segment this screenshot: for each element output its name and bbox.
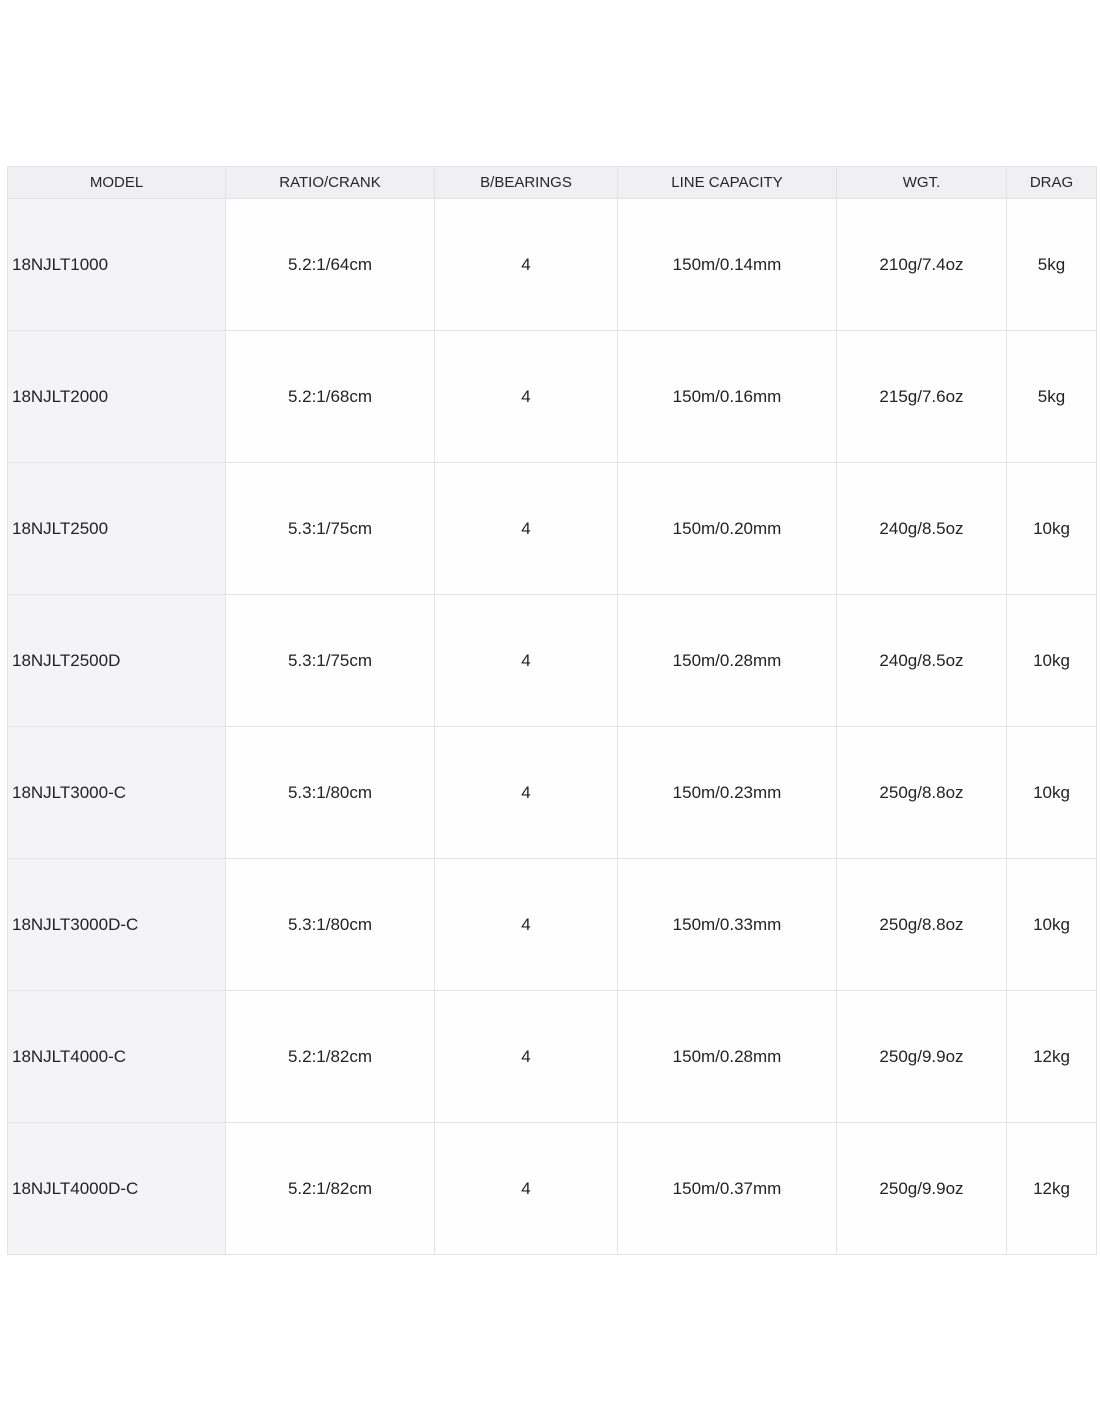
cell-bearings: 4 (434, 330, 618, 463)
cell-drag: 10kg (1006, 462, 1097, 595)
column-header-drag: DRAG (1006, 166, 1097, 199)
cell-bearings: 4 (434, 594, 618, 727)
cell-bearings: 4 (434, 726, 618, 859)
cell-model: 18NJLT2500D (7, 594, 226, 727)
cell-ratio-crank: 5.2:1/68cm (225, 330, 435, 463)
table-row: 18NJLT4000D-C 5.2:1/82cm 4 150m/0.37mm 2… (7, 1122, 1097, 1255)
cell-model: 18NJLT4000D-C (7, 1122, 226, 1255)
cell-bearings: 4 (434, 858, 618, 991)
cell-line-capacity: 150m/0.16mm (617, 330, 837, 463)
column-header-ratio-crank: RATIO/CRANK (225, 166, 435, 199)
table-row: 18NJLT4000-C 5.2:1/82cm 4 150m/0.28mm 25… (7, 990, 1097, 1123)
cell-model: 18NJLT1000 (7, 198, 226, 331)
reel-specs-table: MODEL RATIO/CRANK B/BEARINGS LINE CAPACI… (7, 166, 1097, 1255)
cell-bearings: 4 (434, 462, 618, 595)
cell-line-capacity: 150m/0.28mm (617, 594, 837, 727)
table-row: 18NJLT2500 5.3:1/75cm 4 150m/0.20mm 240g… (7, 462, 1097, 595)
cell-drag: 12kg (1006, 990, 1097, 1123)
column-header-bearings: B/BEARINGS (434, 166, 618, 199)
cell-drag: 12kg (1006, 1122, 1097, 1255)
cell-bearings: 4 (434, 198, 618, 331)
table-row: 18NJLT3000-C 5.3:1/80cm 4 150m/0.23mm 25… (7, 726, 1097, 859)
cell-drag: 10kg (1006, 858, 1097, 991)
cell-weight: 215g/7.6oz (836, 330, 1007, 463)
cell-drag: 10kg (1006, 594, 1097, 727)
cell-weight: 250g/8.8oz (836, 726, 1007, 859)
table-header-row: MODEL RATIO/CRANK B/BEARINGS LINE CAPACI… (7, 166, 1097, 199)
cell-line-capacity: 150m/0.20mm (617, 462, 837, 595)
cell-ratio-crank: 5.2:1/82cm (225, 1122, 435, 1255)
column-header-line-capacity: LINE CAPACITY (617, 166, 837, 199)
cell-model: 18NJLT2500 (7, 462, 226, 595)
table-row: 18NJLT3000D-C 5.3:1/80cm 4 150m/0.33mm 2… (7, 858, 1097, 991)
cell-weight: 250g/8.8oz (836, 858, 1007, 991)
column-header-weight: WGT. (836, 166, 1007, 199)
table-row: 18NJLT2500D 5.3:1/75cm 4 150m/0.28mm 240… (7, 594, 1097, 727)
cell-weight: 240g/8.5oz (836, 462, 1007, 595)
cell-ratio-crank: 5.3:1/80cm (225, 726, 435, 859)
cell-ratio-crank: 5.2:1/82cm (225, 990, 435, 1123)
cell-line-capacity: 150m/0.28mm (617, 990, 837, 1123)
column-header-model: MODEL (7, 166, 226, 199)
cell-weight: 250g/9.9oz (836, 1122, 1007, 1255)
cell-ratio-crank: 5.3:1/75cm (225, 594, 435, 727)
cell-line-capacity: 150m/0.33mm (617, 858, 837, 991)
cell-model: 18NJLT3000-C (7, 726, 226, 859)
cell-weight: 250g/9.9oz (836, 990, 1007, 1123)
cell-model: 18NJLT4000-C (7, 990, 226, 1123)
table-row: 18NJLT1000 5.2:1/64cm 4 150m/0.14mm 210g… (7, 198, 1097, 331)
cell-drag: 10kg (1006, 726, 1097, 859)
cell-ratio-crank: 5.3:1/75cm (225, 462, 435, 595)
cell-weight: 240g/8.5oz (836, 594, 1007, 727)
cell-model: 18NJLT2000 (7, 330, 226, 463)
cell-drag: 5kg (1006, 198, 1097, 331)
cell-weight: 210g/7.4oz (836, 198, 1007, 331)
cell-line-capacity: 150m/0.14mm (617, 198, 837, 331)
cell-bearings: 4 (434, 1122, 618, 1255)
table-row: 18NJLT2000 5.2:1/68cm 4 150m/0.16mm 215g… (7, 330, 1097, 463)
cell-model: 18NJLT3000D-C (7, 858, 226, 991)
table-body: 18NJLT1000 5.2:1/64cm 4 150m/0.14mm 210g… (7, 198, 1097, 1255)
cell-drag: 5kg (1006, 330, 1097, 463)
cell-line-capacity: 150m/0.37mm (617, 1122, 837, 1255)
cell-ratio-crank: 5.3:1/80cm (225, 858, 435, 991)
cell-ratio-crank: 5.2:1/64cm (225, 198, 435, 331)
cell-line-capacity: 150m/0.23mm (617, 726, 837, 859)
cell-bearings: 4 (434, 990, 618, 1123)
